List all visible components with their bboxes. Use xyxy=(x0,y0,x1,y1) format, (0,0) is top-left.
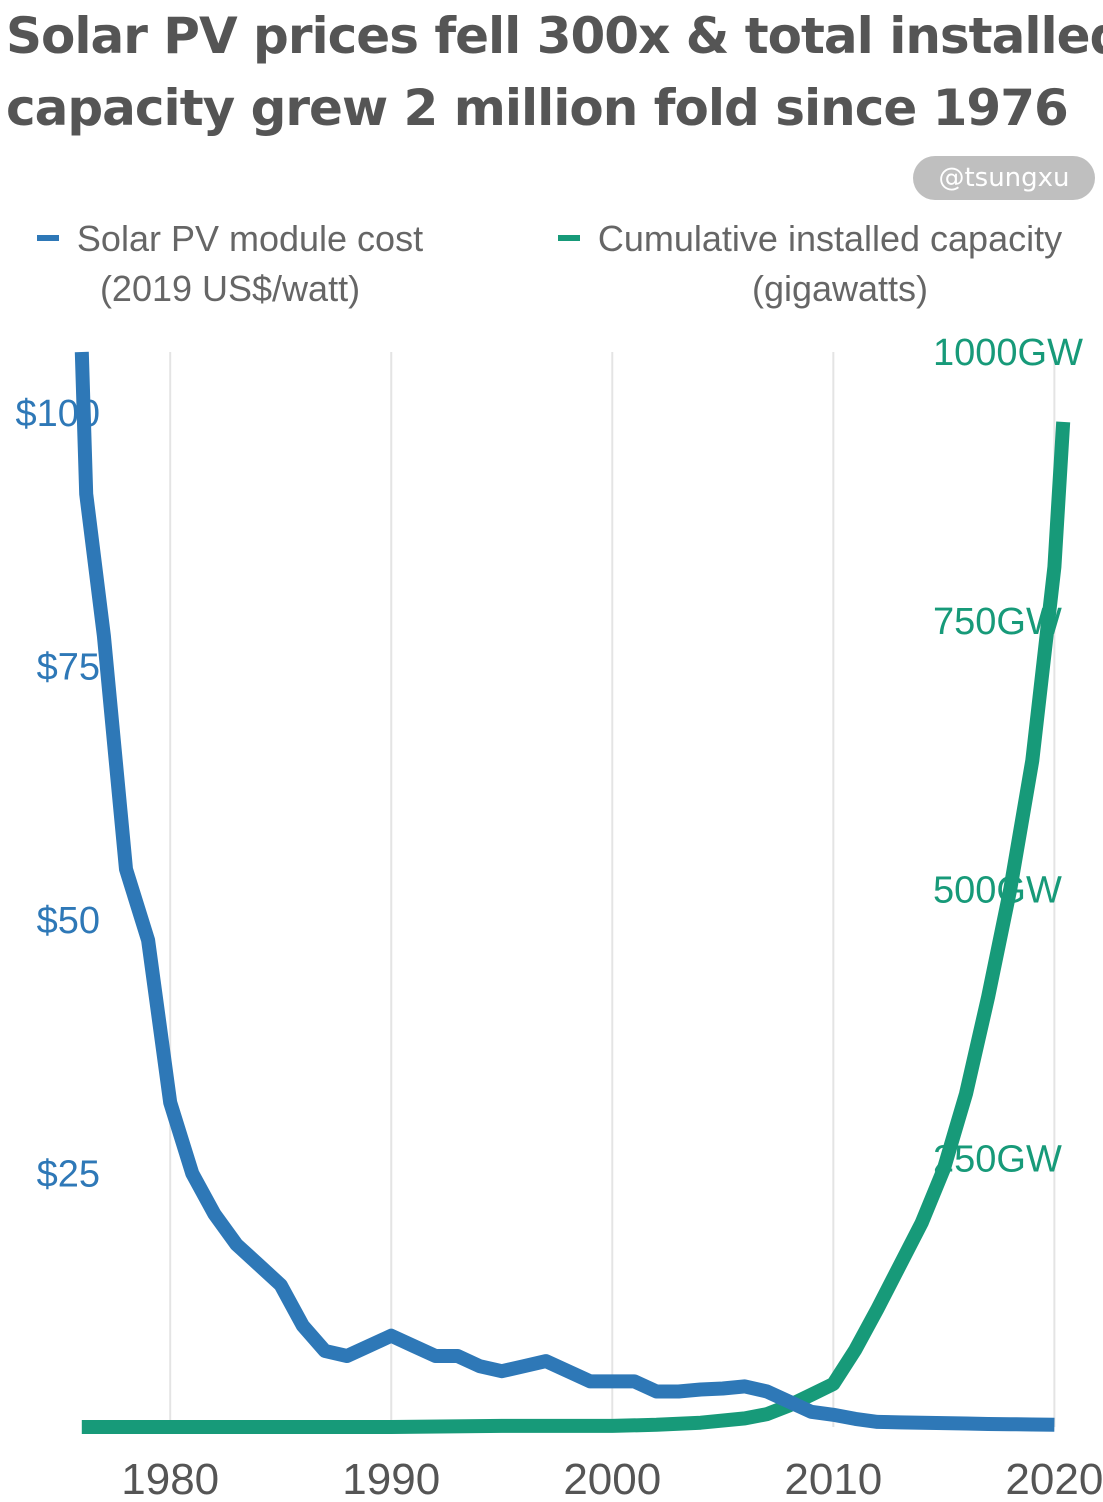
x-tick-label: 2020 xyxy=(1005,1455,1103,1502)
legend-unit-cost: (2019 US$/watt) xyxy=(99,268,361,309)
legend-label-capacity: Cumulative installed capacity xyxy=(597,218,1063,259)
legend-swatch-cost xyxy=(36,235,59,242)
x-tick-label: 2010 xyxy=(784,1455,882,1502)
chart-title-line1: Solar PV prices fell 300x & total instal… xyxy=(6,7,1103,65)
x-tick-label: 1980 xyxy=(121,1455,219,1502)
legend-item-cost: Solar PV module cost (2019 US$/watt) xyxy=(10,214,450,314)
y-right-tick-label: 500GW xyxy=(933,870,1062,912)
chart-title-line2: capacity grew 2 million fold since 1976 xyxy=(6,79,1069,137)
y-left-tick-label: $75 xyxy=(37,646,100,688)
legend-label-cost: Solar PV module cost xyxy=(76,218,424,259)
legend-unit-capacity: (gigawatts) xyxy=(751,268,929,309)
chart-title: Solar PV prices fell 300x & total instal… xyxy=(6,0,1103,144)
y-right-tick-label: 1000GW xyxy=(933,332,1083,374)
capacity-series-line xyxy=(81,421,1071,1434)
y-left-tick-label: $25 xyxy=(37,1153,100,1195)
cost-series-line xyxy=(74,351,1055,1432)
x-tick-label: 2000 xyxy=(563,1455,661,1502)
series-lines xyxy=(74,351,1071,1434)
x-axis: 1980 1990 2000 2010 2020 xyxy=(121,1455,1103,1502)
gridlines xyxy=(169,352,1056,1427)
y-left-tick-label: $50 xyxy=(37,900,100,942)
author-credit-badge: @tsungxu xyxy=(913,156,1095,200)
legend-swatch-capacity xyxy=(557,235,580,242)
legend-item-capacity: Cumulative installed capacity (gigawatts… xyxy=(520,214,1100,314)
x-tick-label: 1990 xyxy=(342,1455,440,1502)
